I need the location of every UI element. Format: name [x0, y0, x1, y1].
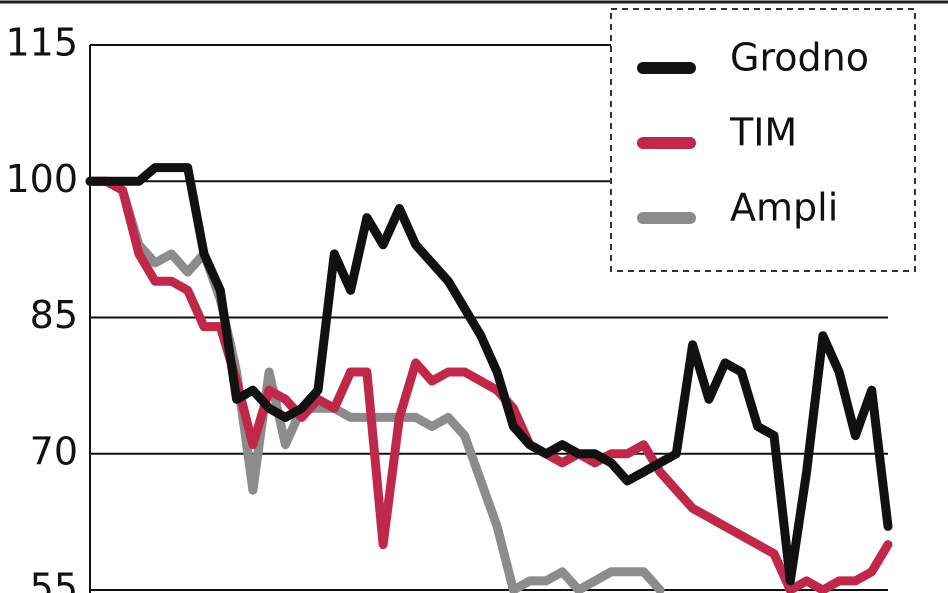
legend-label: Ampli: [730, 186, 838, 230]
y-tick-label: 100: [5, 157, 78, 201]
legend: Grodno TIM Ampli: [610, 8, 916, 272]
series-line: [85, 163, 893, 586]
grid: 55 70 85 100 115: [5, 21, 888, 593]
y-tick-label: 115: [5, 21, 78, 65]
lines: [85, 163, 893, 593]
legend-label: Grodno: [730, 36, 869, 80]
y-tick-label: 55: [30, 566, 78, 593]
series-line: [85, 176, 665, 593]
y-tick-label: 85: [30, 293, 78, 337]
y-tick-label: 70: [30, 429, 78, 473]
legend-label: TIM: [729, 111, 797, 155]
